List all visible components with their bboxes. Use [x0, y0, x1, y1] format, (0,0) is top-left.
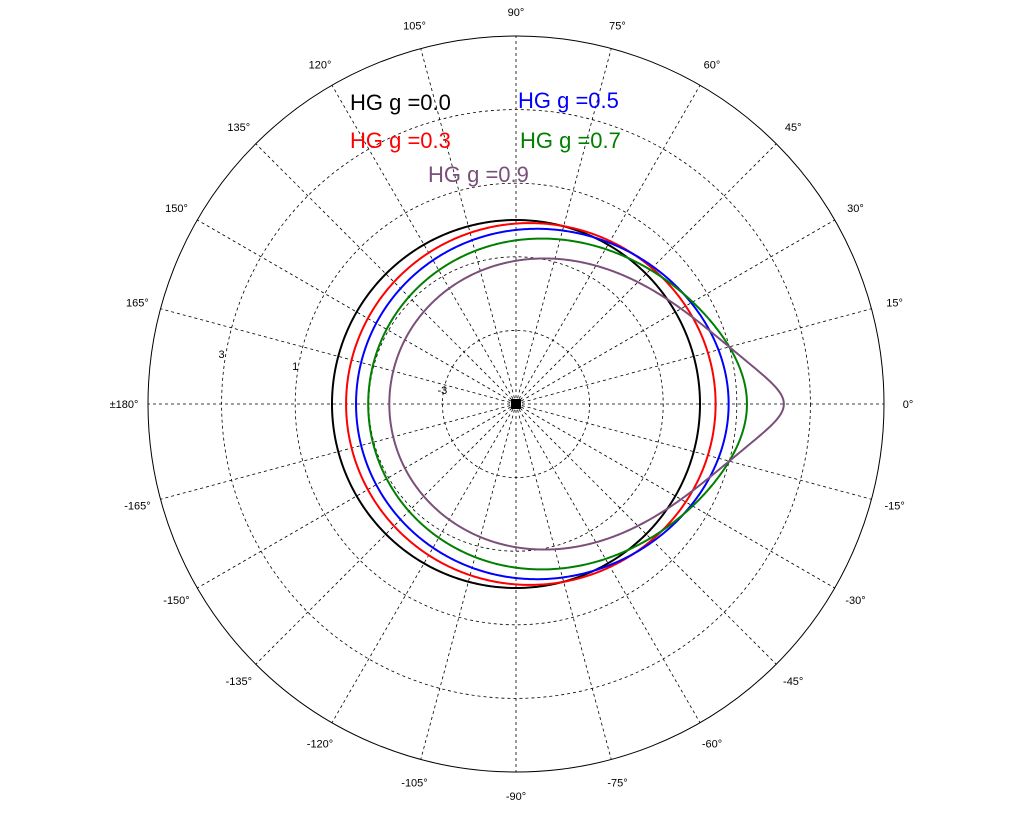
angle-tick-label: -45° — [783, 676, 803, 688]
angle-tick-label: 60° — [704, 60, 721, 72]
angle-tick-label: -90° — [506, 791, 526, 803]
radial-spoke — [521, 308, 872, 403]
radial-spoke — [520, 406, 835, 589]
angle-tick-label: -150° — [163, 595, 189, 607]
center-marker — [511, 399, 521, 409]
radial-spoke — [255, 407, 513, 665]
angle-tick-label: 45° — [785, 122, 802, 134]
legend-item-g00: HG g =0.0 — [350, 90, 451, 115]
series-curve-4 — [388, 257, 785, 551]
radial-spoke — [520, 219, 835, 402]
legend: HG g =0.0 HG g =0.5 HG g =0.3 HG g =0.7 … — [350, 88, 621, 187]
angle-tick-label: 90° — [508, 7, 525, 19]
radial-tick-labels: -3 1 3 — [219, 349, 448, 397]
series-curves — [330, 218, 785, 590]
angle-tick-label: 120° — [309, 60, 332, 72]
series-curve-1 — [345, 222, 717, 586]
legend-item-g03: HG g =0.3 — [350, 128, 451, 153]
angle-tick-labels: 0° 15° 30° 45° 60° 75° 90° 105° 120° 135° 150° 165°… — [110, 7, 914, 803]
radial-spoke — [521, 405, 872, 500]
radial-spoke — [160, 405, 511, 500]
angle-tick-label: 105° — [403, 20, 426, 32]
radial-spoke — [517, 409, 612, 760]
radial-spoke — [519, 143, 777, 401]
angle-tick-label: -30° — [845, 595, 865, 607]
radial-spoke — [420, 409, 515, 760]
angle-tick-label: -120° — [307, 739, 333, 751]
angle-tick-label: -75° — [607, 778, 627, 790]
radial-tick-label: 3 — [219, 349, 225, 361]
grid-ring — [441, 329, 590, 478]
angle-tick-label: -15° — [884, 501, 904, 513]
radial-spoke — [197, 219, 512, 402]
radial-spoke — [517, 48, 612, 399]
angle-tick-label: 165° — [126, 298, 149, 310]
grid-ring — [221, 109, 811, 699]
radial-spoke — [331, 408, 514, 723]
legend-item-g07: HG g =0.7 — [520, 128, 621, 153]
series-curve-3 — [367, 237, 748, 571]
series-curve-0 — [330, 218, 702, 590]
angle-tick-label: 30° — [847, 203, 864, 215]
legend-item-g05: HG g =0.5 — [518, 88, 619, 113]
radial-tick-label: 1 — [292, 361, 298, 373]
angle-tick-label: -60° — [702, 739, 722, 751]
angle-tick-label: 150° — [165, 203, 188, 215]
polar-grid — [147, 35, 885, 773]
angle-tick-label: -105° — [401, 778, 427, 790]
outer-ring — [147, 35, 885, 773]
radial-spoke — [197, 406, 512, 589]
angle-tick-label: -135° — [226, 676, 252, 688]
radial-spoke — [255, 143, 513, 401]
legend-item-g09: HG g =0.9 — [428, 162, 529, 187]
radial-spoke — [519, 407, 777, 665]
angle-tick-label: 15° — [886, 298, 903, 310]
angle-tick-label: 135° — [227, 122, 250, 134]
angle-tick-label: 0° — [903, 399, 914, 411]
grid-ring — [294, 182, 738, 626]
radial-spoke — [160, 308, 511, 403]
angle-tick-label: 75° — [609, 20, 626, 32]
radial-spoke — [331, 85, 514, 400]
angle-tick-label: ±180° — [110, 399, 139, 411]
radial-spoke — [420, 48, 515, 399]
series-curve-2 — [355, 227, 730, 581]
radial-tick-label: -3 — [438, 385, 448, 397]
angle-tick-label: -165° — [124, 501, 150, 513]
